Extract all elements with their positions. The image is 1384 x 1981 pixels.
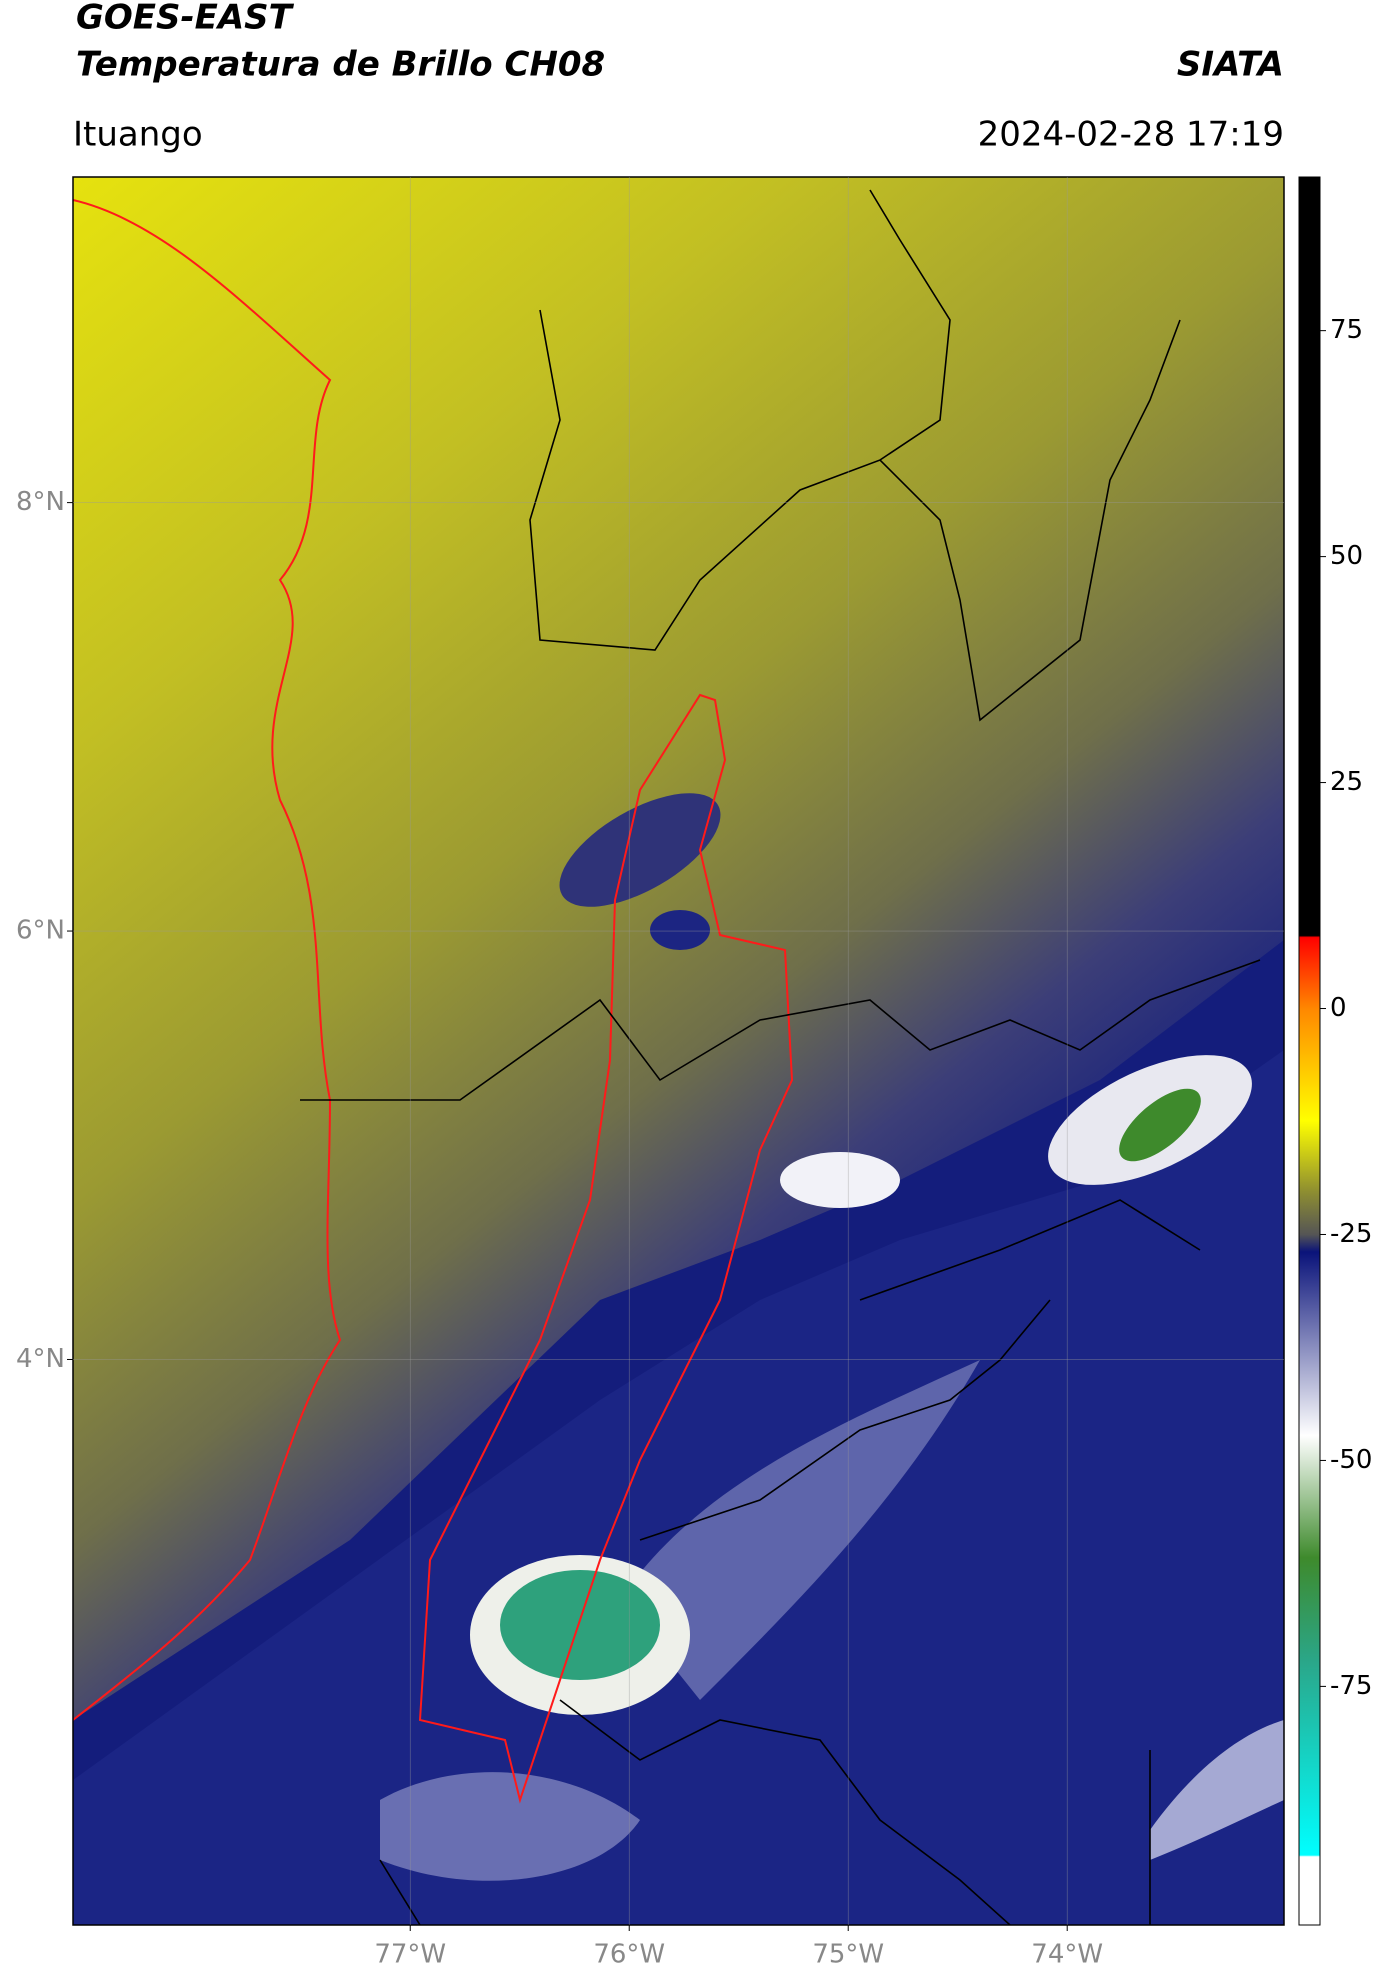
subtitle: Temperatura de Brillo CH08: [76, 45, 605, 85]
x-tick-label: 76°W: [593, 1940, 665, 1970]
colorbar-tick-label: 25: [1330, 767, 1363, 797]
colorbar-tick-label: -50: [1330, 1445, 1372, 1475]
map-image: [73, 177, 1284, 1925]
brand: SIATA: [1177, 45, 1284, 85]
title: GOES-EAST: [76, 0, 295, 38]
colorbar-tick-label: -25: [1330, 1219, 1372, 1249]
y-tick-label: 6°N: [16, 916, 65, 946]
colorbar: [1298, 176, 1321, 1926]
x-tick-label: 77°W: [374, 1940, 446, 1970]
x-tick-label: 75°W: [812, 1940, 884, 1970]
colorbar-tick-label: 75: [1330, 315, 1363, 345]
colorbar-tick-label: 0: [1330, 993, 1347, 1023]
map-frame: [72, 176, 1285, 1926]
region: Ituango: [73, 115, 203, 155]
colorbar-tick-label: -75: [1330, 1671, 1372, 1701]
x-tick-label: 74°W: [1031, 1940, 1103, 1970]
y-tick-label: 4°N: [16, 1344, 65, 1374]
y-tick-label: 8°N: [16, 487, 65, 517]
datetime: 2024-02-28 17:19: [978, 115, 1284, 155]
colorbar-tick-label: 50: [1330, 541, 1363, 571]
